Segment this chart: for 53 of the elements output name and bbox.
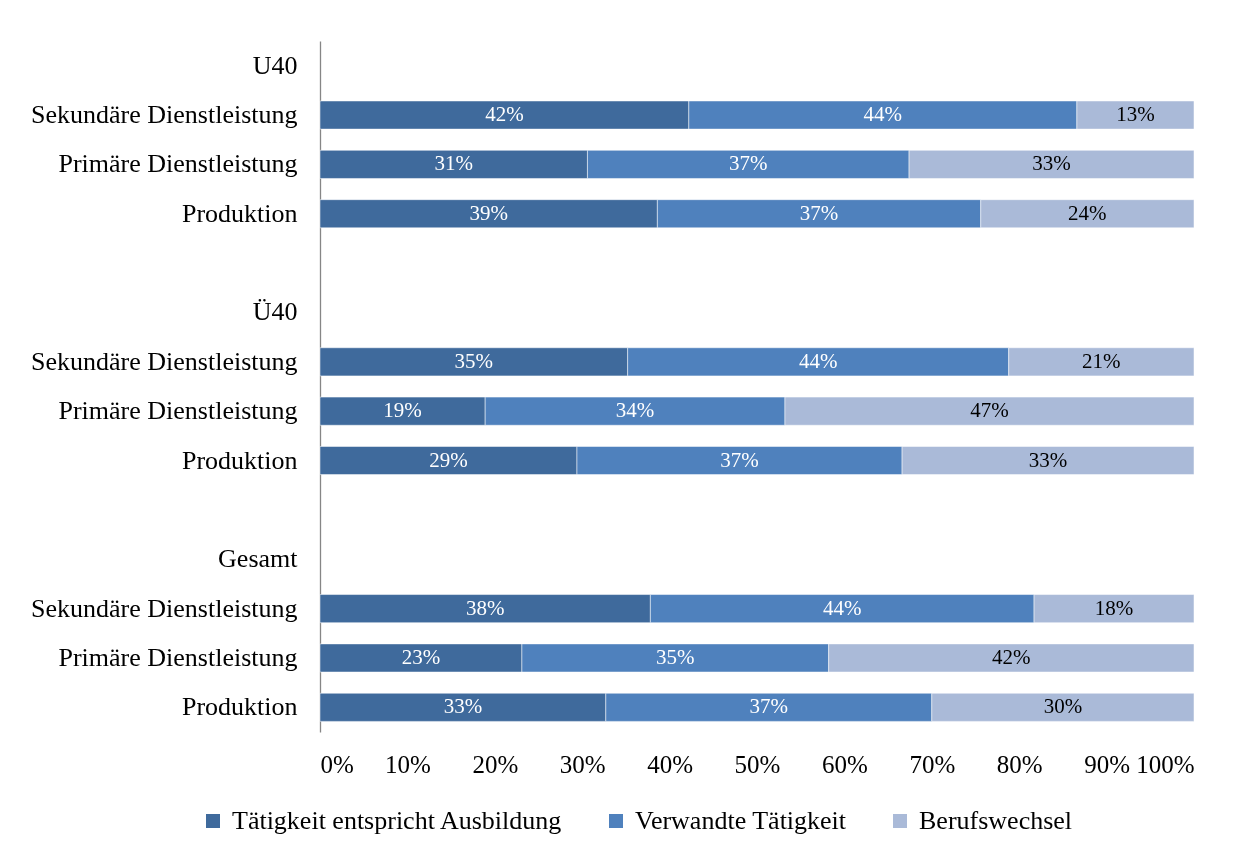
data-label: 47%: [970, 398, 1009, 423]
data-label: 44%: [863, 102, 903, 127]
x-tick-label: 80%: [996, 750, 1043, 778]
y-tick-label: U40: [252, 50, 298, 80]
x-tick-label: 10%: [384, 750, 431, 778]
data-label: 35%: [454, 348, 494, 373]
data-label: 23%: [401, 644, 441, 669]
legend-label: Berufswechsel: [919, 806, 1073, 835]
x-tick-label: 30%: [559, 750, 606, 778]
data-label: 33%: [1032, 151, 1071, 176]
legend-label: Verwandte Tätigkeit: [635, 806, 847, 835]
y-tick-label: Primäre Dienstleistung: [58, 149, 298, 179]
y-tick-label: Primäre Dienstleistung: [58, 642, 298, 672]
y-tick-label: Produktion: [181, 445, 298, 475]
x-tick-label: 0%: [320, 750, 354, 778]
legend-label: Tätigkeit entspricht Ausbildung: [232, 806, 562, 835]
x-tick-label: 100%: [1136, 750, 1195, 778]
data-label: 13%: [1116, 102, 1155, 127]
data-label: 30%: [1043, 694, 1083, 719]
y-tick-label: Primäre Dienstleistung: [58, 396, 298, 426]
data-label: 35%: [656, 644, 695, 669]
x-tick-label: 20%: [472, 750, 519, 778]
data-label: 29%: [429, 447, 468, 472]
data-label: 18%: [1094, 595, 1134, 620]
y-tick-label: Sekundäre Dienstleistung: [31, 100, 298, 130]
y-tick-label: Sekundäre Dienstleistung: [31, 593, 298, 623]
x-tick-label: 70%: [909, 750, 956, 778]
x-tick-label: 90%: [1084, 750, 1131, 778]
data-label: 33%: [1028, 447, 1068, 472]
y-tick-label: Ü40: [252, 297, 298, 327]
data-label: 42%: [485, 102, 524, 127]
data-label: 37%: [720, 447, 759, 472]
data-label: 19%: [383, 398, 422, 423]
data-label: 42%: [992, 644, 1031, 669]
data-label: 37%: [749, 694, 789, 719]
x-tick-label: 40%: [647, 750, 694, 778]
data-label: 31%: [434, 151, 473, 176]
y-tick-label: Sekundäre Dienstleistung: [31, 346, 298, 376]
data-label: 37%: [799, 200, 839, 225]
data-label: 34%: [615, 398, 655, 423]
data-label: 39%: [469, 200, 508, 225]
data-label: 24%: [1068, 200, 1107, 225]
y-tick-label: Produktion: [181, 692, 298, 722]
data-label: 38%: [465, 595, 505, 620]
data-label: 33%: [443, 694, 483, 719]
x-tick-label: 60%: [821, 750, 868, 778]
data-label: 44%: [822, 595, 862, 620]
y-tick-label: Gesamt: [218, 544, 299, 574]
data-label: 21%: [1082, 348, 1121, 373]
data-label: 37%: [729, 151, 768, 176]
y-tick-label: Produktion: [181, 198, 298, 228]
x-tick-label: 50%: [734, 750, 781, 778]
data-label: 44%: [798, 348, 838, 373]
